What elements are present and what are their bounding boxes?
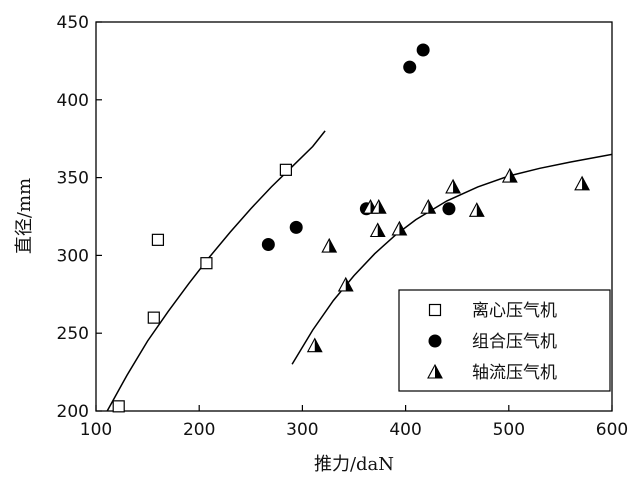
triangle-half-fill: [329, 239, 337, 253]
y-tick-label: 250: [57, 324, 89, 344]
triangle-half-fill: [314, 338, 322, 352]
data-point: [468, 202, 485, 217]
data-point: [442, 202, 456, 216]
triangle-half-fill: [453, 179, 461, 193]
legend-marker: [428, 303, 442, 317]
legend-label: 组合压气机: [472, 332, 557, 352]
x-tick-label: 100: [80, 420, 112, 440]
x-tick-label: 400: [389, 420, 421, 440]
data-points: [112, 43, 590, 413]
legend-marker: [428, 334, 442, 348]
plot-frame: [95, 21, 613, 412]
axes: [95, 21, 613, 412]
data-point: [337, 276, 354, 292]
data-point: [306, 337, 323, 353]
data-point: [289, 220, 303, 234]
triangle-half-fill: [399, 221, 407, 235]
trend-curves: [106, 130, 612, 411]
data-point: [369, 222, 386, 238]
triangle-half-fill: [435, 365, 442, 378]
data-point: [151, 233, 165, 246]
data-point: [416, 43, 430, 57]
data-point: [147, 311, 160, 324]
legend-label: 离心压气机: [472, 301, 557, 321]
triangle-half-fill: [509, 169, 517, 183]
data-point: [403, 60, 417, 74]
triangle-half-fill: [377, 223, 385, 237]
x-tick-label: 500: [493, 420, 525, 440]
triangle-half-fill: [428, 200, 436, 214]
x-tick-label: 600: [596, 420, 628, 440]
trend-line: [291, 153, 612, 365]
data-point: [370, 199, 387, 214]
data-point: [112, 400, 125, 413]
y-tick-label: 200: [57, 402, 89, 422]
data-point: [420, 199, 437, 214]
x-tick-label: 200: [183, 420, 215, 440]
triangle-half-fill: [345, 277, 353, 291]
legend-label: 轴流压气机: [472, 363, 557, 383]
data-point: [321, 237, 338, 253]
data-point: [279, 163, 292, 176]
y-tick-label: 450: [57, 13, 89, 33]
legend-marker: [427, 363, 443, 379]
data-point: [200, 257, 213, 270]
y-tick-label: 400: [57, 91, 89, 111]
trend-line: [106, 130, 326, 411]
y-axis-title: 直径/mm: [14, 178, 35, 254]
data-point: [501, 167, 518, 183]
triangle-half-fill: [476, 203, 484, 217]
triangle-half-fill: [378, 200, 386, 214]
y-tick-label: 300: [57, 246, 89, 266]
data-point: [574, 175, 590, 191]
y-tick-label: 350: [57, 169, 89, 189]
x-axis-title: 推力/daN: [314, 454, 394, 475]
triangle-half-fill: [582, 176, 590, 190]
data-point: [445, 178, 461, 194]
data-point: [261, 238, 275, 252]
data-point: [391, 220, 408, 236]
x-tick-label: 300: [286, 420, 318, 440]
